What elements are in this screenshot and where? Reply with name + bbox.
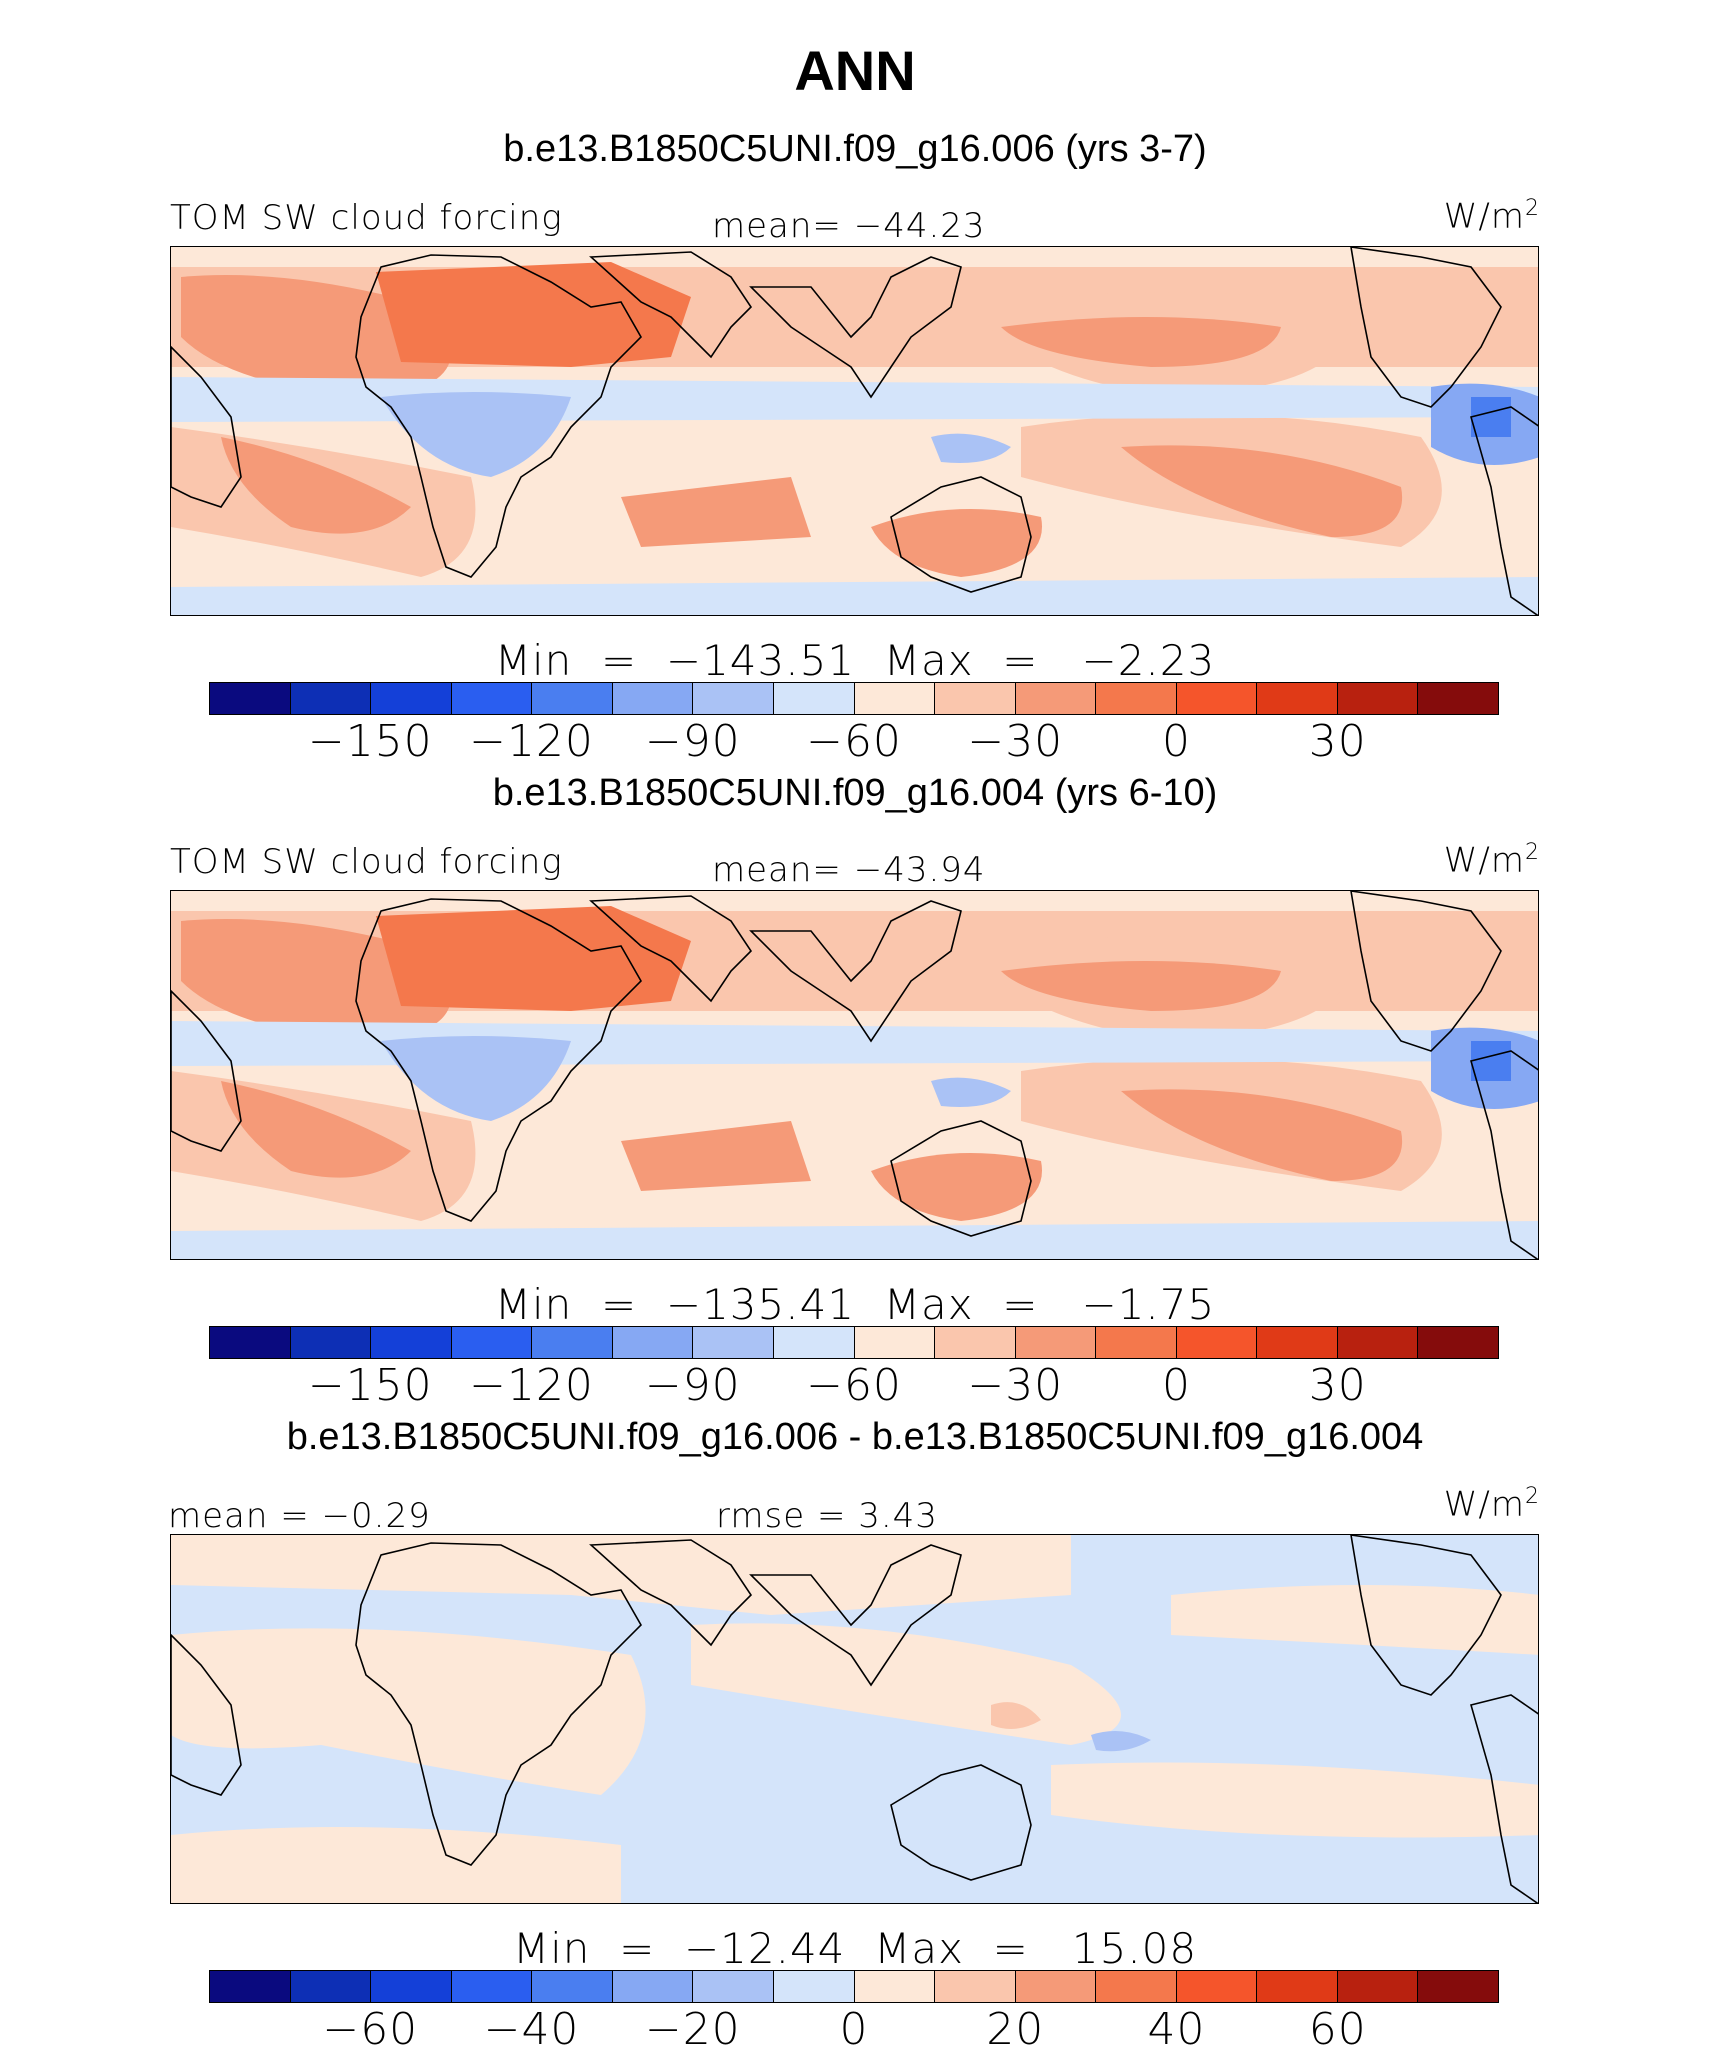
colorbar-tick-label: −60 bbox=[322, 2004, 419, 2055]
panel-1-colorbar-ticks: −150 −120 −90 −60 −30 0 30 bbox=[209, 716, 1499, 767]
colorbar-tick-label: 30 bbox=[1308, 1360, 1367, 1411]
colorbar-swatch bbox=[371, 1327, 452, 1358]
colorbar-swatch bbox=[532, 1971, 613, 2002]
panel-1-units: W/m2 bbox=[1443, 196, 1540, 237]
colorbar-swatch bbox=[290, 1327, 372, 1358]
panel-3-subtitle: b.e13.B1850C5UNI.f09_g16.006 - b.e13.B18… bbox=[286, 1416, 1424, 1458]
colorbar-swatch bbox=[210, 683, 291, 714]
colorbar-swatch bbox=[1337, 1971, 1419, 2002]
colorbar-swatch bbox=[1096, 1971, 1177, 2002]
colorbar-swatch bbox=[210, 1327, 291, 1358]
colorbar-tick-label: 0 bbox=[839, 2004, 869, 2055]
colorbar-tick-label: −40 bbox=[483, 2004, 580, 2055]
colorbar-swatch bbox=[612, 683, 694, 714]
panel-1-subtitle: b.e13.B1850C5UNI.f09_g16.006 (yrs 3-7) bbox=[503, 128, 1207, 170]
panel-2-minmax: Min = −135.41 Max = −1.75 bbox=[494, 1280, 1216, 1329]
colorbar-swatch bbox=[451, 1971, 533, 2002]
colorbar-swatch bbox=[773, 683, 855, 714]
colorbar-swatch bbox=[451, 1327, 533, 1358]
colorbar-swatch bbox=[935, 1971, 1016, 2002]
colorbar-swatch bbox=[935, 1327, 1016, 1358]
panel-3-map bbox=[170, 1534, 1539, 1904]
panel-2-subtitle: b.e13.B1850C5UNI.f09_g16.004 (yrs 6-10) bbox=[492, 772, 1218, 814]
colorbar-tick-label: −90 bbox=[644, 716, 741, 767]
colorbar-swatch bbox=[854, 1971, 936, 2002]
colorbar-swatch bbox=[290, 1971, 372, 2002]
colorbar-tick-label: 60 bbox=[1308, 2004, 1367, 2055]
panel-3-units: W/m2 bbox=[1443, 1484, 1540, 1525]
panel-1-minmax: Min = −143.51 Max = −2.23 bbox=[494, 636, 1216, 685]
figure-title: ANN bbox=[794, 39, 916, 102]
colorbar-tick-label: 0 bbox=[1162, 1360, 1191, 1411]
colorbar-tick-label: −150 bbox=[307, 1360, 433, 1411]
colorbar-swatch bbox=[371, 1971, 452, 2002]
colorbar-swatch bbox=[1015, 1971, 1097, 2002]
panel-2-map-field bbox=[171, 891, 1538, 1259]
panel-2-colorbar-ticks: −150 −120 −90 −60 −30 0 30 bbox=[209, 1360, 1499, 1411]
colorbar-swatch bbox=[290, 683, 372, 714]
colorbar-swatch bbox=[1418, 1327, 1498, 1358]
colorbar-swatch bbox=[773, 1971, 855, 2002]
panel-1-mean-label: mean= −44.23 bbox=[712, 206, 986, 246]
panel-2-units: W/m2 bbox=[1443, 840, 1540, 881]
colorbar-tick-label: −120 bbox=[469, 716, 594, 767]
panel-2-mean-label: mean= −43.94 bbox=[712, 850, 986, 890]
colorbar-tick-label: −60 bbox=[806, 1360, 902, 1411]
panel-3-mean-label: mean = −0.29 bbox=[168, 1496, 431, 1536]
colorbar-tick-label: −60 bbox=[806, 716, 902, 767]
colorbar-swatch bbox=[1176, 1971, 1258, 2002]
colorbar-swatch bbox=[1257, 683, 1338, 714]
colorbar-swatch bbox=[935, 683, 1016, 714]
colorbar-tick-label: 20 bbox=[986, 2004, 1045, 2055]
colorbar-swatch bbox=[1176, 683, 1258, 714]
colorbar-tick-label: −150 bbox=[307, 716, 433, 767]
colorbar-tick-label: 30 bbox=[1308, 716, 1367, 767]
colorbar-tick-label: −30 bbox=[967, 1360, 1064, 1411]
colorbar-swatch bbox=[1257, 1971, 1338, 2002]
colorbar-swatch bbox=[612, 1327, 694, 1358]
colorbar-tick-label: −20 bbox=[644, 2004, 741, 2055]
panel-1-map bbox=[170, 246, 1539, 616]
panel-2-map bbox=[170, 890, 1539, 1260]
colorbar-tick-label: −30 bbox=[967, 716, 1064, 767]
colorbar-tick-label: 0 bbox=[1162, 716, 1191, 767]
panel-3-colorbar bbox=[209, 1970, 1499, 2003]
panel-3-colorbar-ticks: −60 −40 −20 0 20 40 60 bbox=[209, 2004, 1499, 2055]
colorbar-swatch bbox=[693, 683, 774, 714]
colorbar-swatch bbox=[612, 1971, 694, 2002]
colorbar-swatch bbox=[532, 683, 613, 714]
colorbar-swatch bbox=[1176, 1327, 1258, 1358]
colorbar-swatch bbox=[1096, 683, 1177, 714]
colorbar-tick-label: −120 bbox=[469, 1360, 594, 1411]
colorbar-swatch bbox=[532, 1327, 613, 1358]
panel-3-minmax: Min = −12.44 Max = 15.08 bbox=[512, 1924, 1198, 1973]
colorbar-swatch bbox=[371, 683, 452, 714]
colorbar-swatch bbox=[1257, 1327, 1338, 1358]
colorbar-swatch bbox=[854, 1327, 936, 1358]
panel-1-variable-label: TOM SW cloud forcing bbox=[170, 198, 563, 238]
panel-1-colorbar bbox=[209, 682, 1499, 715]
colorbar-swatch bbox=[1418, 1971, 1498, 2002]
colorbar-tick-label: 40 bbox=[1147, 2004, 1206, 2055]
colorbar-swatch bbox=[693, 1971, 774, 2002]
colorbar-tick-label: −90 bbox=[644, 1360, 741, 1411]
colorbar-swatch bbox=[1337, 683, 1419, 714]
colorbar-swatch bbox=[1418, 683, 1498, 714]
colorbar-swatch bbox=[693, 1327, 774, 1358]
colorbar-swatch bbox=[773, 1327, 855, 1358]
panel-1-map-field bbox=[171, 247, 1538, 615]
colorbar-swatch bbox=[210, 1971, 291, 2002]
panel-3-map-field bbox=[171, 1535, 1538, 1903]
panel-2-colorbar bbox=[209, 1326, 1499, 1359]
colorbar-swatch bbox=[451, 683, 533, 714]
colorbar-swatch bbox=[1015, 683, 1097, 714]
colorbar-swatch bbox=[1337, 1327, 1419, 1358]
colorbar-swatch bbox=[854, 683, 936, 714]
panel-3-rmse-label: rmse = 3.43 bbox=[716, 1496, 938, 1536]
panel-2-variable-label: TOM SW cloud forcing bbox=[170, 842, 563, 882]
colorbar-swatch bbox=[1096, 1327, 1177, 1358]
colorbar-swatch bbox=[1015, 1327, 1097, 1358]
